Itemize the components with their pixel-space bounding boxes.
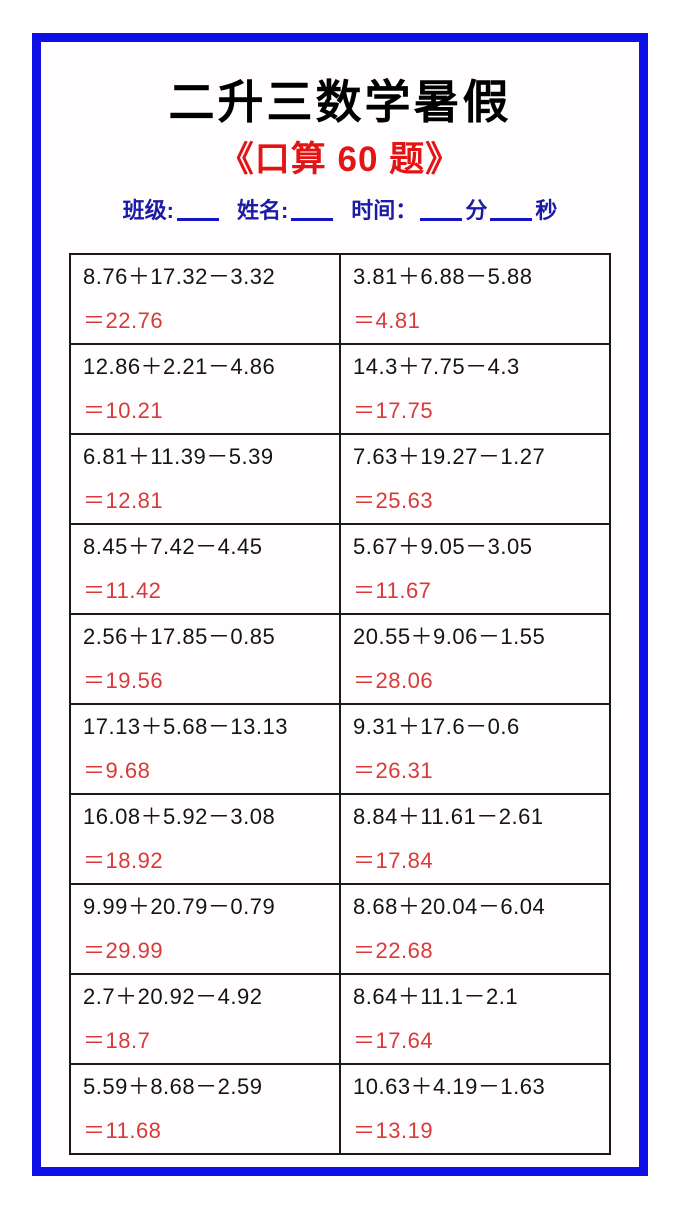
problem-answer: ＝19.56: [83, 667, 164, 693]
table-row: 2.56＋17.85－0.85 ＝19.56 20.55＋9.06－1.55 ＝…: [69, 613, 611, 706]
problem-expression: 8.84＋11.61－2.61: [353, 804, 544, 830]
table-row: 6.81＋11.39－5.39 ＝12.81 7.63＋19.27－1.27 ＝…: [69, 433, 611, 526]
table-row: 16.08＋5.92－3.08 ＝18.92 8.84＋11.61－2.61 ＝…: [69, 793, 611, 886]
problem-answer: ＝9.68: [83, 757, 151, 783]
problem-expression: 8.76＋17.32－3.32: [83, 264, 276, 290]
problem-expression: 6.81＋11.39－5.39: [83, 444, 274, 470]
problem-answer: ＝11.68: [83, 1117, 162, 1143]
problem-cell: 16.08＋5.92－3.08 ＝18.92: [69, 793, 341, 886]
problem-cell: 20.55＋9.06－1.55 ＝28.06: [339, 613, 611, 706]
worksheet-page-frame: 二升三数学暑假 《口算 60 题》 班级: 姓名: 时间： 分 秒 8.76＋17.32…: [32, 33, 648, 1176]
problem-answer: ＝17.75: [353, 397, 434, 423]
problem-answer: ＝13.19: [353, 1117, 434, 1143]
table-row: 8.76＋17.32－3.32 ＝22.76 3.81＋6.88－5.88 ＝4…: [69, 253, 611, 346]
problem-answer: ＝18.7: [83, 1027, 151, 1053]
problem-cell: 5.59＋8.68－2.59 ＝11.68: [69, 1063, 341, 1156]
problem-answer: ＝28.06: [353, 667, 434, 693]
problem-cell: 2.56＋17.85－0.85 ＝19.56: [69, 613, 341, 706]
table-row: 9.99＋20.79－0.79 ＝29.99 8.68＋20.04－6.04 ＝…: [69, 883, 611, 976]
problem-expression: 5.59＋8.68－2.59: [83, 1074, 263, 1100]
problem-answer: ＝29.99: [83, 937, 164, 963]
problem-cell: 2.7＋20.92－4.92 ＝18.7: [69, 973, 341, 1066]
problem-expression: 2.7＋20.92－4.92: [83, 984, 263, 1010]
problem-cell: 9.31＋17.6－0.6 ＝26.31: [339, 703, 611, 796]
table-row: 8.45＋7.42－4.45 ＝11.42 5.67＋9.05－3.05 ＝11…: [69, 523, 611, 616]
problem-expression: 8.68＋20.04－6.04: [353, 894, 546, 920]
problem-cell: 8.64＋11.1－2.1 ＝17.64: [339, 973, 611, 1066]
problem-answer: ＝11.67: [353, 577, 432, 603]
problem-cell: 9.99＋20.79－0.79 ＝29.99: [69, 883, 341, 976]
name-blank-line: [291, 218, 334, 222]
problem-cell: 8.45＋7.42－4.45 ＝11.42: [69, 523, 341, 616]
table-row: 17.13＋5.68－13.13 ＝9.68 9.31＋17.6－0.6 ＝26…: [69, 703, 611, 796]
problem-expression: 17.13＋5.68－13.13: [83, 714, 288, 740]
problem-expression: 2.56＋17.85－0.85: [83, 624, 276, 650]
problem-cell: 8.84＋11.61－2.61 ＝17.84: [339, 793, 611, 886]
problem-expression: 8.45＋7.42－4.45: [83, 534, 263, 560]
table-row: 2.7＋20.92－4.92 ＝18.7 8.64＋11.1－2.1 ＝17.6…: [69, 973, 611, 1066]
problem-answer: ＝10.21: [83, 397, 164, 423]
problem-cell: 3.81＋6.88－5.88 ＝4.81: [339, 253, 611, 346]
problem-expression: 9.31＋17.6－0.6: [353, 714, 520, 740]
class-label: 班级:: [122, 198, 174, 224]
problem-answer: ＝25.63: [353, 487, 434, 513]
problem-expression: 5.67＋9.05－3.05: [353, 534, 533, 560]
problems-table: 8.76＋17.32－3.32 ＝22.76 3.81＋6.88－5.88 ＝4…: [69, 253, 611, 1156]
problem-answer: ＝12.81: [83, 487, 164, 513]
problem-answer: ＝4.81: [353, 307, 421, 333]
problem-expression: 20.55＋9.06－1.55: [353, 624, 546, 650]
seconds-blank-line: [490, 218, 533, 222]
problem-expression: 9.99＋20.79－0.79: [83, 894, 276, 920]
problem-expression: 7.63＋19.27－1.27: [353, 444, 546, 470]
problem-answer: ＝17.84: [353, 847, 434, 873]
problem-answer: ＝18.92: [83, 847, 164, 873]
problem-cell: 8.68＋20.04－6.04 ＝22.68: [339, 883, 611, 976]
problem-expression: 3.81＋6.88－5.88: [353, 264, 533, 290]
problem-answer: ＝22.76: [83, 307, 164, 333]
seconds-label: 秒: [535, 198, 558, 224]
name-label: 姓名:: [236, 198, 289, 224]
table-row: 5.59＋8.68－2.59 ＝11.68 10.63＋4.19－1.63 ＝1…: [69, 1063, 611, 1156]
problem-cell: 5.67＋9.05－3.05 ＝11.67: [339, 523, 611, 616]
problem-answer: ＝17.64: [353, 1027, 434, 1053]
minutes-blank-line: [420, 218, 463, 222]
problem-expression: 12.86＋2.21－4.86: [83, 354, 276, 380]
problem-expression: 10.63＋4.19－1.63: [353, 1074, 546, 1100]
problem-cell: 12.86＋2.21－4.86 ＝10.21: [69, 343, 341, 436]
problem-expression: 16.08＋5.92－3.08: [83, 804, 276, 830]
class-blank-line: [176, 218, 219, 222]
problem-cell: 6.81＋11.39－5.39 ＝12.81: [69, 433, 341, 526]
problem-cell: 10.63＋4.19－1.63 ＝13.19: [339, 1063, 611, 1156]
problem-answer: ＝22.68: [353, 937, 434, 963]
problem-cell: 8.76＋17.32－3.32 ＝22.76: [69, 253, 341, 346]
student-info-line: 班级: 姓名: 时间： 分 秒: [41, 193, 639, 225]
problem-answer: ＝26.31: [353, 757, 434, 783]
problem-answer: ＝11.42: [83, 577, 162, 603]
problem-cell: 7.63＋19.27－1.27 ＝25.63: [339, 433, 611, 526]
problem-expression: 14.3＋7.75－4.3: [353, 354, 520, 380]
page-subtitle: 《口算 60 题》: [218, 139, 462, 179]
problem-cell: 17.13＋5.68－13.13 ＝9.68: [69, 703, 341, 796]
page-title: 二升三数学暑假: [168, 76, 512, 128]
problem-expression: 8.64＋11.1－2.1: [353, 984, 519, 1010]
minutes-label: 分: [465, 198, 488, 224]
time-label: 时间：: [351, 198, 418, 224]
problem-cell: 14.3＋7.75－4.3 ＝17.75: [339, 343, 611, 436]
table-row: 12.86＋2.21－4.86 ＝10.21 14.3＋7.75－4.3 ＝17…: [69, 343, 611, 436]
